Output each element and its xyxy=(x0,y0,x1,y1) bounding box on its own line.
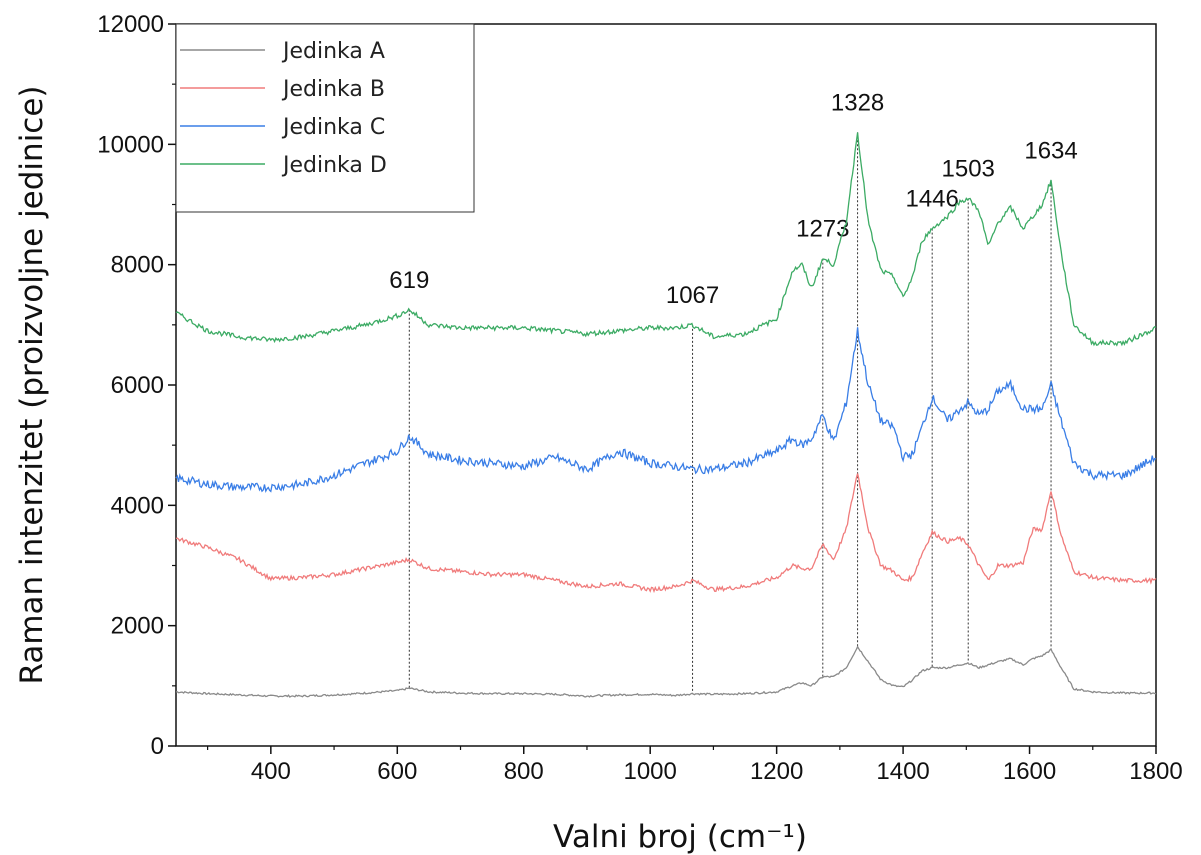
y-axis-title: Raman intenzitet (proizvoljne jedinice) xyxy=(14,85,50,684)
legend-box xyxy=(175,23,475,213)
series-line xyxy=(175,645,1157,698)
y-tick-label: 4000 xyxy=(111,492,164,519)
x-tick-label: 1400 xyxy=(876,758,929,785)
peak-label: 1328 xyxy=(831,89,884,116)
peak-label: 1446 xyxy=(905,186,958,213)
axes: 400 600 800 1000 1200 1400 1600 1800 0 2000 4000 60… xyxy=(97,11,1182,785)
x-tick-label: 1800 xyxy=(1129,758,1182,785)
series-line xyxy=(175,132,1157,347)
x-tick-label: 1200 xyxy=(750,758,803,785)
peak-label: 1067 xyxy=(666,282,719,309)
peak-label: 619 xyxy=(389,267,429,294)
legend-label: Jedinka B xyxy=(281,77,385,102)
y-tick-label: 6000 xyxy=(111,372,164,399)
y-tick-label: 0 xyxy=(151,733,164,760)
x-tick-label: 1000 xyxy=(623,758,676,785)
y-tick-label: 2000 xyxy=(111,613,164,640)
legend: Jedinka A Jedinka B Jedinka C Jedinka D xyxy=(175,23,475,213)
x-tick-label: 400 xyxy=(251,758,291,785)
peak-markers: 619 1067 1273 1328 1446 1503 1634 xyxy=(389,89,1078,694)
peak-label: 1634 xyxy=(1024,137,1077,164)
series-line xyxy=(175,327,1157,494)
series-line xyxy=(175,473,1157,594)
x-tick-label: 800 xyxy=(504,758,544,785)
series-layer xyxy=(175,132,1157,698)
legend-label: Jedinka D xyxy=(281,153,387,178)
y-tick-label: 12000 xyxy=(97,11,164,38)
x-tick-label: 600 xyxy=(377,758,417,785)
legend-label: Jedinka A xyxy=(281,39,385,64)
peak-label: 1273 xyxy=(796,216,849,243)
legend-label: Jedinka C xyxy=(281,115,385,140)
y-tick-label: 10000 xyxy=(97,131,164,158)
x-axis-title: Valni broj (cm⁻¹) xyxy=(553,819,807,855)
x-tick-label: 1600 xyxy=(1003,758,1056,785)
y-tick-label: 8000 xyxy=(111,252,164,279)
peak-label: 1503 xyxy=(942,155,995,182)
